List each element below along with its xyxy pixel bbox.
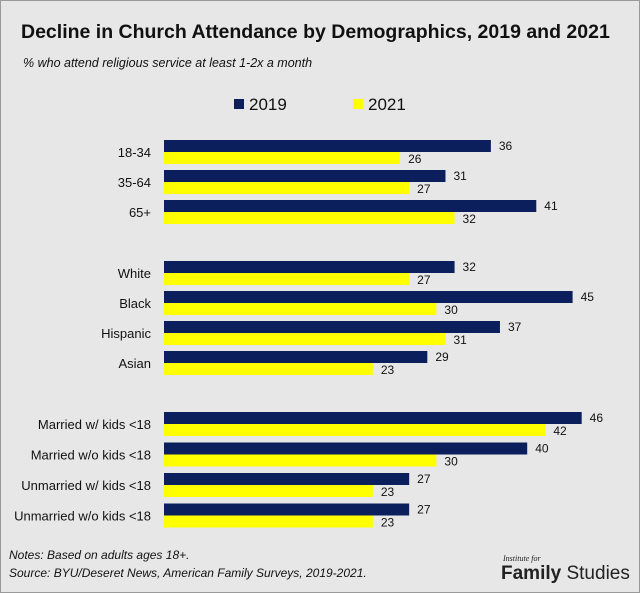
bar-2019	[164, 200, 537, 212]
legend-swatch-2019	[234, 99, 244, 109]
bar-2021	[164, 152, 401, 164]
bar-2021	[164, 454, 437, 467]
legend-label-2019: 2019	[249, 95, 287, 114]
data-label-2019: 45	[581, 290, 595, 304]
data-label-2019: 41	[544, 199, 558, 213]
bar-2021	[164, 273, 410, 285]
bar-2019	[164, 140, 491, 152]
note-line: Notes: Based on adults ages 18+.	[9, 548, 190, 562]
legend-swatch-2021	[353, 99, 363, 109]
chart-subtitle: % who attend religious service at least …	[23, 56, 313, 70]
bar-2021	[164, 333, 446, 345]
data-label-2019: 40	[535, 442, 549, 456]
category-label: Unmarried w/o kids <18	[14, 509, 151, 524]
bar-2019	[164, 503, 410, 516]
data-label-2019: 29	[435, 350, 449, 364]
bar-2019	[164, 291, 573, 303]
bar-2019	[164, 473, 410, 485]
data-label-2021: 42	[553, 424, 567, 438]
category-label: 18-34	[118, 145, 151, 160]
data-label-2019: 31	[453, 169, 467, 183]
data-label-2019: 32	[463, 260, 477, 274]
data-label-2019: 36	[499, 139, 513, 153]
bar-2021	[164, 182, 410, 194]
bar-2021	[164, 212, 455, 224]
data-label-2021: 31	[453, 333, 467, 347]
data-label-2021: 30	[444, 303, 458, 317]
bar-2019	[164, 170, 446, 182]
bar-2019	[164, 442, 528, 455]
data-label-2019: 27	[417, 503, 431, 517]
data-label-2021: 30	[444, 455, 458, 469]
chart-title: Decline in Church Attendance by Demograp…	[21, 21, 610, 43]
data-label-2021: 27	[417, 273, 431, 287]
data-label-2021: 23	[381, 516, 395, 530]
logo-bold-text: Family	[501, 563, 562, 584]
data-label-2021: 23	[381, 363, 395, 377]
notes: Notes: Based on adults ages 18+. Source:…	[9, 546, 367, 582]
data-label-2019: 46	[590, 411, 604, 425]
bar-2021	[164, 485, 373, 497]
bar-2019	[164, 321, 500, 333]
category-label: Married w/o kids <18	[31, 448, 151, 463]
legend-label-2021: 2021	[368, 95, 406, 114]
bar-2019	[164, 351, 428, 363]
data-label-2019: 37	[508, 320, 522, 334]
logo: Institute for Family Studies	[501, 554, 630, 585]
logo-small-text: Institute for	[503, 554, 541, 563]
data-label-2021: 26	[408, 152, 422, 166]
bar-2021	[164, 303, 437, 315]
category-label: White	[118, 266, 151, 281]
category-label: 65+	[129, 205, 151, 220]
category-label: 35-64	[118, 175, 151, 190]
category-label: Asian	[118, 356, 151, 371]
bar-2021	[164, 363, 373, 375]
data-label-2021: 23	[381, 485, 395, 499]
bar-chart: 2019 2021 18-34 36 26 35-64 31 27 65+ 41 32 White 32…	[14, 95, 604, 530]
source-line: Source: BYU/Deseret News, American Famil…	[9, 566, 367, 580]
data-label-2021: 32	[463, 212, 477, 226]
category-label: Unmarried w/ kids <18	[21, 478, 151, 493]
bar-2019	[164, 261, 455, 273]
bar-2021	[164, 424, 546, 436]
category-label: Hispanic	[101, 326, 151, 341]
bar-2019	[164, 412, 582, 424]
logo-light-text: Studies	[566, 563, 630, 584]
data-label-2019: 27	[417, 472, 431, 486]
data-label-2021: 27	[417, 182, 431, 196]
category-label: Black	[119, 296, 151, 311]
bar-2021	[164, 515, 373, 528]
category-label: Married w/ kids <18	[38, 417, 151, 432]
